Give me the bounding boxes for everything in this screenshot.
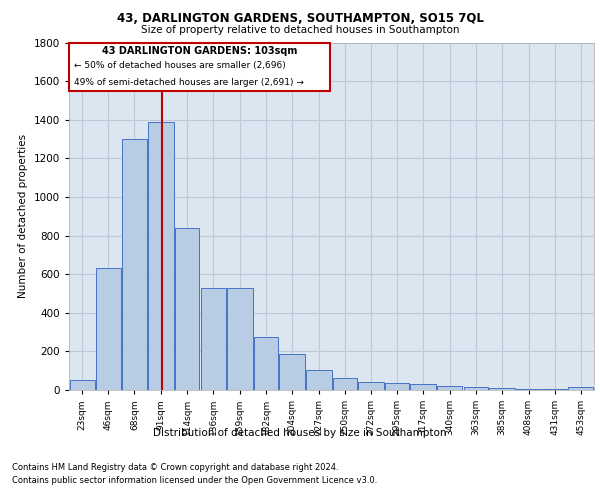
Bar [227, 288, 253, 390]
Text: ← 50% of detached houses are smaller (2,696): ← 50% of detached houses are smaller (2,… [74, 62, 286, 70]
Bar [70, 380, 95, 390]
Text: 43 DARLINGTON GARDENS: 103sqm: 43 DARLINGTON GARDENS: 103sqm [101, 46, 297, 56]
Bar [96, 268, 121, 390]
Text: Contains public sector information licensed under the Open Government Licence v3: Contains public sector information licen… [12, 476, 377, 485]
FancyBboxPatch shape [69, 42, 330, 91]
Bar [200, 288, 226, 390]
Bar [542, 389, 567, 390]
Bar [148, 122, 174, 390]
Text: Distribution of detached houses by size in Southampton: Distribution of detached houses by size … [153, 428, 447, 438]
Bar [358, 382, 383, 390]
Bar [437, 386, 463, 390]
Bar [280, 354, 305, 390]
Bar [410, 384, 436, 390]
Bar [306, 370, 331, 390]
Bar [175, 228, 199, 390]
Bar [385, 383, 409, 390]
Y-axis label: Number of detached properties: Number of detached properties [18, 134, 28, 298]
Bar [332, 378, 357, 390]
Text: 43, DARLINGTON GARDENS, SOUTHAMPTON, SO15 7QL: 43, DARLINGTON GARDENS, SOUTHAMPTON, SO1… [116, 12, 484, 26]
Bar [254, 337, 278, 390]
Bar [568, 387, 593, 390]
Bar [122, 139, 147, 390]
Text: Size of property relative to detached houses in Southampton: Size of property relative to detached ho… [141, 25, 459, 35]
Bar [489, 388, 515, 390]
Bar [516, 389, 541, 390]
Text: Contains HM Land Registry data © Crown copyright and database right 2024.: Contains HM Land Registry data © Crown c… [12, 462, 338, 471]
Bar [464, 387, 488, 390]
Text: 49% of semi-detached houses are larger (2,691) →: 49% of semi-detached houses are larger (… [74, 78, 304, 87]
